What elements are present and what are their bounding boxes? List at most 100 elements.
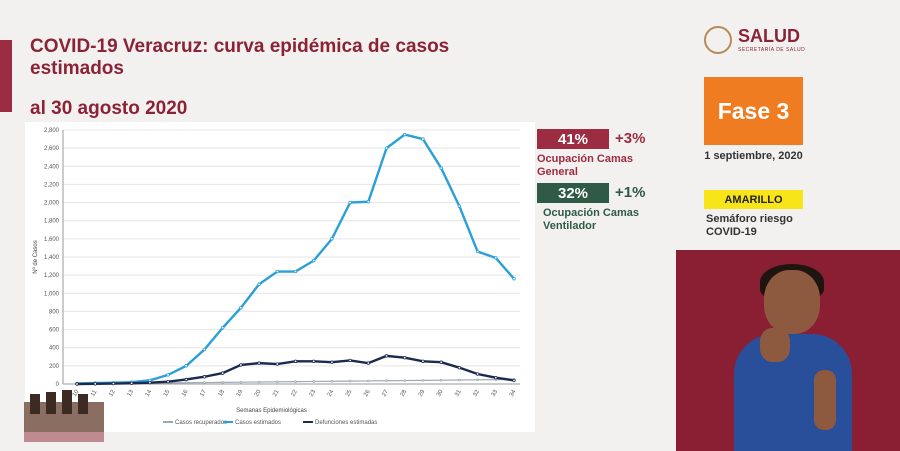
data-point [457,204,462,208]
data-point [148,380,152,385]
series-line [76,133,515,385]
epidemic-curve-chart: 0 200 400 600 800 1,000 1,200 1,400 1,600 1,800 2,… [25,122,535,432]
x-tick-label: 31 [454,389,463,398]
y-tick-label: 2,000 [44,201,60,207]
data-point [93,382,97,386]
data-point [166,373,170,377]
data-point [403,132,407,137]
y-tick-label: 2,400 [44,164,60,170]
x-tick-label: 27 [381,389,390,398]
x-tick-label: 15 [163,389,172,398]
page-title: COVID-19 Veracruz: curva epidémica de ca… [30,36,450,79]
data-point [439,360,443,364]
data-point [348,379,352,383]
data-point [257,282,261,286]
data-point [220,371,225,375]
data-point [203,381,206,384]
y-tick-label: 2,800 [44,128,60,134]
data-point [403,379,407,382]
x-tick-label: 34 [509,389,518,398]
y-tick-label: 1,400 [44,255,60,261]
logo-name: SALUD [738,26,800,46]
data-point [312,359,316,364]
sign-language-interpreter-video [676,250,900,451]
y-tick-label: 2,600 [44,146,60,152]
data-point [366,361,371,365]
x-tick-label: 19 [236,389,245,398]
data-point [348,200,352,205]
data-point [275,269,279,274]
data-point [312,380,316,383]
y-tick-label: 200 [49,364,60,370]
data-point [239,306,243,310]
x-tick-label: 17 [199,389,208,398]
data-point [439,378,443,382]
x-tick-label: 10 [72,389,81,398]
y-tick-label: 600 [49,328,60,334]
semaforo-text: Semáforo riesgo COVID-19 [706,213,793,238]
legend-label: Defunciones estimadas [315,420,377,426]
occupancy-general-label: Ocupación Camas General [537,153,633,178]
x-tick-label: 20 [254,389,263,398]
data-point [384,354,389,358]
fase-date: 1 septiembre, 2020 [704,150,803,162]
data-point [184,377,188,382]
data-point [166,380,170,384]
x-axis-label: Semanas Epidemiológicas [236,408,307,414]
x-tick-label: 29 [418,389,427,398]
y-tick-label: 2,200 [44,182,60,188]
data-point [512,378,516,383]
data-point [458,378,461,382]
data-point [202,375,207,379]
data-point [348,358,352,363]
occupancy-ventilador-value: 32% [537,183,609,203]
x-tick-label: 16 [181,389,190,398]
data-point [421,137,425,141]
legend-label: Casos recuperados [175,420,227,426]
data-point [75,382,79,386]
occupancy-general-delta: +3% [615,130,646,147]
interpreter-arm [814,370,836,430]
data-point [385,379,388,383]
interpreter-head [764,270,820,334]
x-tick-label: 33 [491,389,500,398]
y-tick-label: 1,200 [44,273,60,279]
data-point [184,381,188,385]
x-tick-label: 14 [145,389,154,398]
data-point [330,379,334,383]
page-subtitle: al 30 agosto 2020 [30,98,188,119]
data-point [275,380,279,384]
y-tick-label: 1,600 [44,237,60,243]
legend-label: Casos estimados [235,420,281,426]
x-tick-label: 12 [108,389,117,398]
data-point [421,359,425,364]
x-tick-label: 28 [400,389,409,398]
data-point [403,355,407,360]
x-tick-label: 13 [126,389,135,398]
x-tick-label: 22 [290,389,299,398]
data-point [275,362,279,366]
data-point [494,375,498,380]
fase-badge: Fase 3 [704,77,803,145]
occupancy-general-value: 41% [537,129,609,149]
occupancy-ventilador-label: Ocupación Camas Ventilador [543,207,639,232]
data-point [202,347,207,352]
chart-svg: 0 200 400 600 800 1,000 1,200 1,400 1,600 1,800 2,… [32,128,520,426]
occupancy-ventilador-delta: +1% [615,184,646,201]
y-tick-label: 400 [49,346,60,352]
salud-logo: SALUD SECRETARÍA DE SALUD [700,24,810,58]
x-tick-label: 26 [363,389,372,398]
y-axis-label: Nº de Casos [32,240,39,274]
accent-bar [0,40,12,112]
data-point [239,363,243,367]
y-tick-label: 1,000 [44,291,60,297]
data-point [257,380,261,384]
data-point [475,372,480,376]
data-point [184,364,188,368]
y-tick-label: 0 [56,382,60,388]
data-point [129,381,134,385]
data-point [293,269,298,274]
data-point [330,237,334,241]
data-point [293,359,298,364]
data-point [476,378,479,382]
